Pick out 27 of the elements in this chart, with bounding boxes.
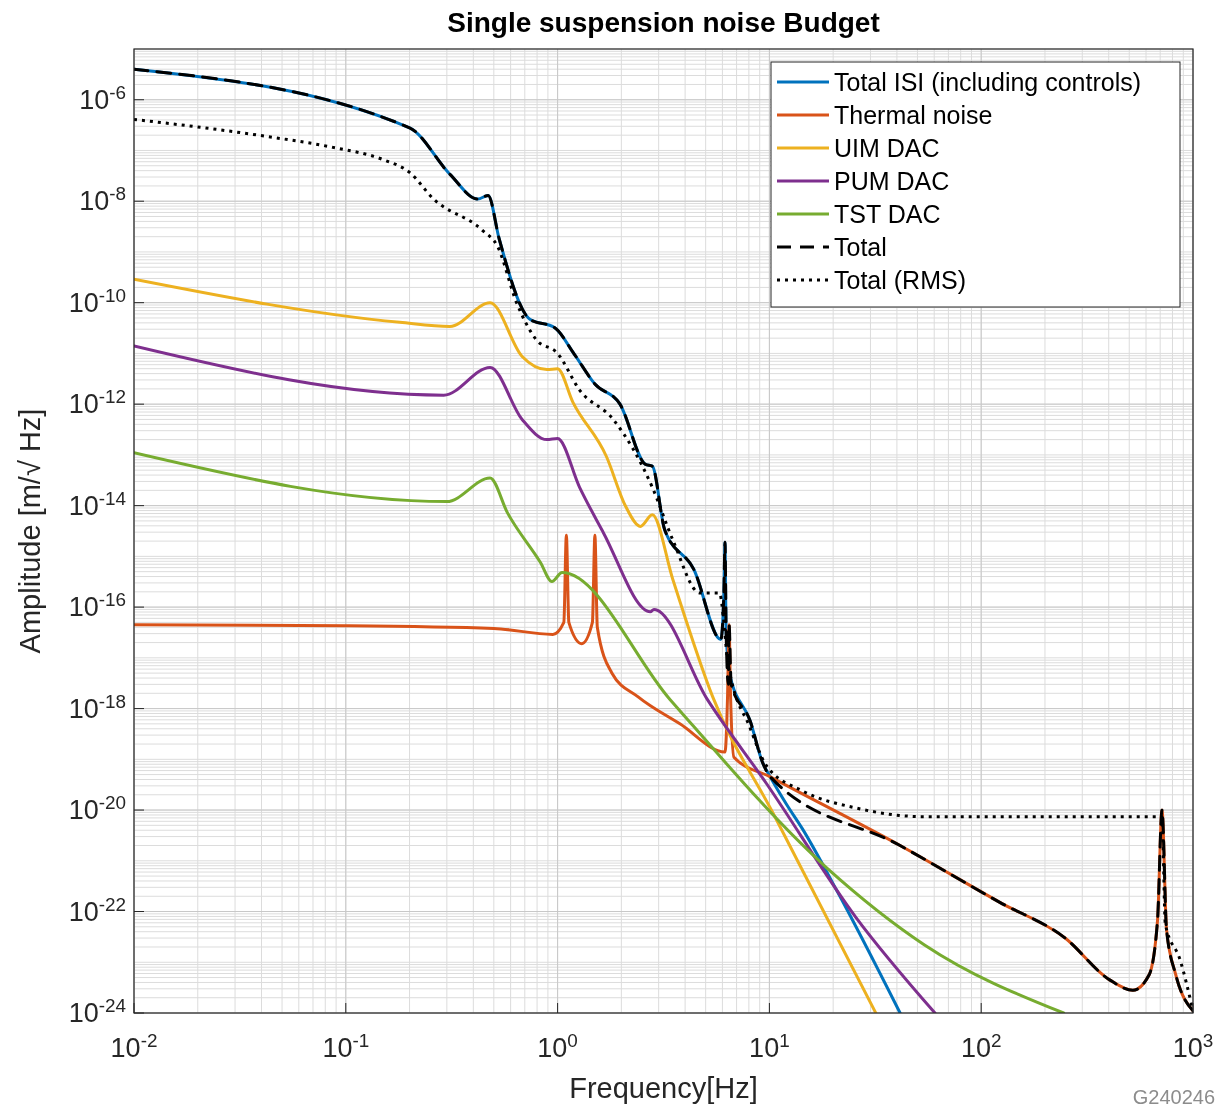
y-tick-label: 10$^{-8}$ — [79, 182, 126, 217]
text: G240246 — [1132, 1086, 1215, 1107]
x-tick-label: 10$^{2}$ — [960, 1029, 1002, 1063]
y-tick-label: 10$^{-14}$ — [68, 487, 126, 521]
y-tick-label: 10$^{-24}$ — [68, 994, 126, 1028]
x-tick-label: 10$^{3}$ — [1172, 1029, 1214, 1063]
legend-label: PUM DAC — [834, 167, 950, 195]
legend-label: UIM DAC — [834, 134, 940, 162]
x-axis-title: Frequency[Hz] — [569, 1072, 758, 1104]
y-tick-label: 10$^{-16}$ — [68, 588, 126, 623]
x-tick-label: 10$^{-2}$ — [110, 1029, 158, 1063]
y-axis-title: Amplitude [m/√ Hz] — [14, 408, 46, 654]
chart-title: Single suspension noise Budget — [447, 7, 880, 38]
x-tick-label: 10$^{0}$ — [537, 1029, 578, 1063]
y-tick-label: 10$^{-22}$ — [68, 893, 126, 927]
y-tick-label: 10$^{-20}$ — [68, 791, 126, 826]
x-tick-label: 10$^{1}$ — [749, 1029, 790, 1063]
legend-label: Total ISI (including controls) — [834, 68, 1142, 96]
y-tick-label: 10$^{-18}$ — [68, 690, 126, 724]
legend-label: TST DAC — [834, 200, 941, 228]
legend-label: Total (RMS) — [834, 266, 966, 294]
y-tick-label: 10$^{-12}$ — [68, 385, 126, 420]
legend-label: Thermal noise — [834, 101, 993, 129]
legend-label: Total — [834, 233, 887, 261]
x-tick-label: 10$^{-1}$ — [322, 1029, 370, 1063]
y-tick-label: 10$^{-10}$ — [68, 284, 126, 318]
y-tick-label: 10$^{-6}$ — [79, 81, 126, 115]
